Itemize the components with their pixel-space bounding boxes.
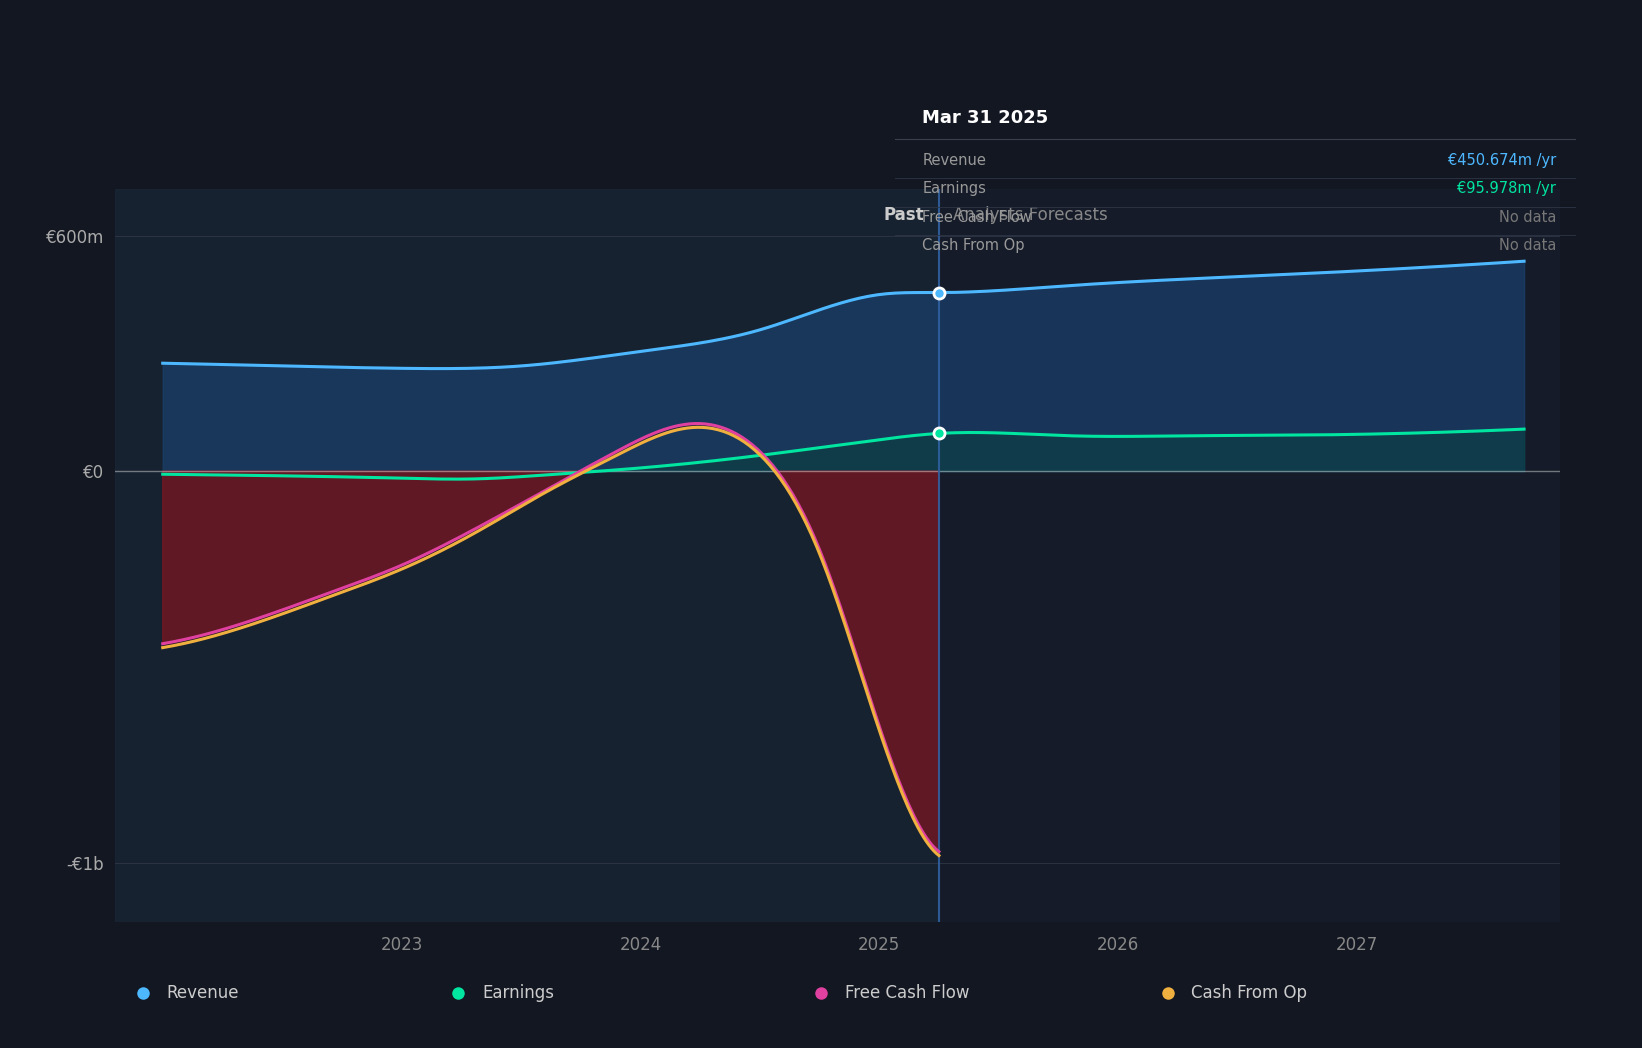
Bar bbox=[939, 189, 1560, 922]
Text: Analysts Forecasts: Analysts Forecasts bbox=[954, 206, 1108, 224]
Text: Earnings: Earnings bbox=[483, 984, 553, 1002]
Text: No data: No data bbox=[1499, 238, 1557, 254]
Text: €450.674m /yr: €450.674m /yr bbox=[1448, 153, 1557, 168]
Text: Revenue: Revenue bbox=[167, 984, 240, 1002]
Text: Mar 31 2025: Mar 31 2025 bbox=[923, 109, 1048, 127]
Text: €95.978m /yr: €95.978m /yr bbox=[1456, 181, 1557, 196]
Text: Cash From Op: Cash From Op bbox=[923, 238, 1025, 254]
Bar bbox=[115, 189, 939, 922]
Text: Free Cash Flow: Free Cash Flow bbox=[844, 984, 969, 1002]
Text: Cash From Op: Cash From Op bbox=[1192, 984, 1307, 1002]
Text: Free Cash Flow: Free Cash Flow bbox=[923, 210, 1031, 225]
Text: Past: Past bbox=[883, 206, 924, 224]
Text: Revenue: Revenue bbox=[923, 153, 987, 168]
Text: No data: No data bbox=[1499, 210, 1557, 225]
Text: Earnings: Earnings bbox=[923, 181, 987, 196]
